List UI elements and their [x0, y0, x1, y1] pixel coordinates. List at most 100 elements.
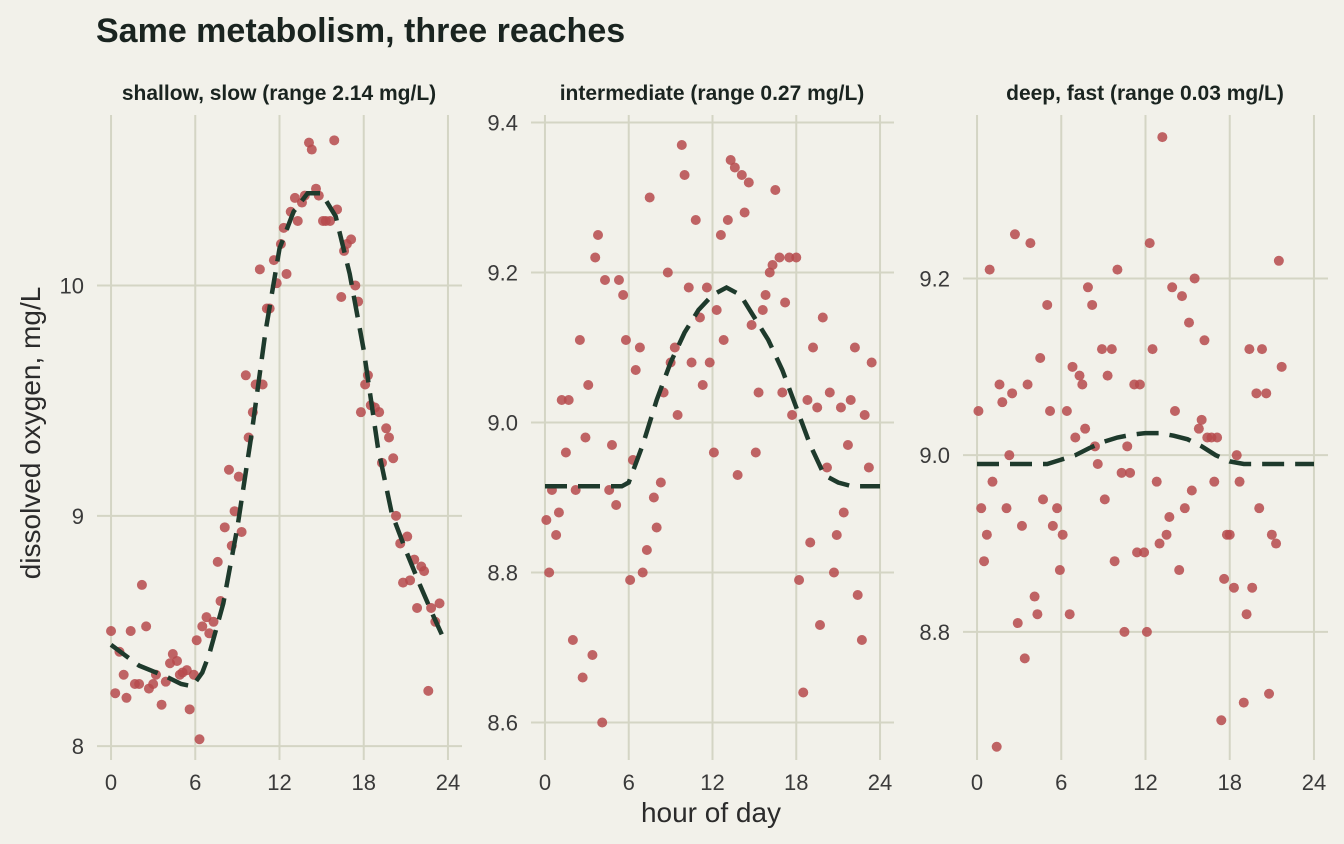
- data-point: [194, 734, 205, 745]
- data-point: [997, 397, 1008, 408]
- fitted-curve: [545, 284, 880, 489]
- data-point: [544, 567, 555, 578]
- data-point: [791, 252, 802, 263]
- data-point: [679, 170, 690, 180]
- data-point: [336, 291, 347, 302]
- data-point: [412, 602, 423, 613]
- data-point: [553, 507, 564, 518]
- data-point: [794, 575, 805, 585]
- x-axis-title: hour of day: [641, 797, 781, 828]
- data-point: [208, 616, 219, 627]
- data-point: [1032, 609, 1043, 620]
- x-tick-label: 24: [1302, 770, 1326, 795]
- data-point: [669, 342, 680, 353]
- data-point: [1132, 547, 1143, 558]
- x-tick-label: 24: [436, 770, 460, 795]
- data-point: [1212, 432, 1223, 443]
- data-point: [306, 144, 317, 155]
- x-tick-label: 6: [189, 770, 201, 795]
- data-point: [1080, 423, 1091, 434]
- data-point: [1254, 503, 1265, 514]
- data-point: [197, 621, 208, 632]
- data-point: [1257, 344, 1268, 355]
- fitted-curve: [977, 430, 1314, 467]
- data-point: [1196, 414, 1207, 425]
- y-tick-label: 10: [60, 273, 84, 298]
- data-point: [1134, 379, 1145, 390]
- x-tick-label: 6: [623, 770, 635, 795]
- data-point: [1184, 317, 1195, 328]
- chart-title: Same metabolism, three reaches: [96, 12, 625, 50]
- data-point: [736, 170, 747, 180]
- data-point: [637, 567, 648, 578]
- data-point: [784, 252, 795, 263]
- data-point: [1157, 132, 1168, 143]
- data-point: [136, 579, 147, 590]
- data-point: [204, 628, 215, 639]
- data-point: [690, 215, 701, 225]
- data-point: [987, 476, 998, 487]
- data-point: [1251, 388, 1262, 399]
- y-tick-label: 9.2: [919, 266, 950, 291]
- facet-title-shallow: shallow, slow (range 2.14 mg/L): [122, 82, 436, 105]
- data-point: [1007, 388, 1018, 399]
- data-point: [1109, 556, 1120, 567]
- data-point: [634, 342, 645, 353]
- facet-title-intermediate: intermediate (range 0.27 mg/L): [560, 82, 865, 105]
- data-point: [556, 395, 567, 405]
- data-point: [767, 260, 778, 270]
- data-point: [184, 704, 195, 715]
- y-tick-label: 8.8: [487, 561, 518, 586]
- data-point: [580, 432, 591, 443]
- data-point: [1264, 688, 1275, 699]
- x-tick-label: 12: [700, 770, 724, 795]
- data-point: [620, 335, 631, 345]
- data-point: [329, 135, 340, 146]
- data-point: [849, 342, 860, 353]
- data-point: [821, 462, 832, 473]
- data-point: [118, 669, 129, 680]
- data-point: [686, 357, 697, 368]
- x-tick-label: 0: [539, 770, 551, 795]
- data-point: [1147, 344, 1158, 355]
- data-point: [746, 320, 757, 330]
- data-point: [683, 282, 694, 293]
- data-point: [651, 522, 662, 533]
- data-point: [1047, 520, 1058, 531]
- data-point: [743, 177, 754, 188]
- data-point: [219, 522, 230, 533]
- data-point: [1244, 344, 1255, 355]
- data-point: [240, 370, 251, 381]
- data-point: [981, 529, 992, 540]
- data-point: [223, 464, 234, 475]
- data-point: [1261, 388, 1272, 399]
- data-point: [110, 688, 121, 699]
- data-point: [567, 635, 578, 645]
- facet-panel-deep: 0 6 12 18 24 8.8 9.0 9.2 deep, fast (range 0.03 …: [919, 82, 1328, 795]
- data-point: [1186, 485, 1197, 496]
- facet-panel-intermediate: 0 6 12 18 24 8.6 8.8 9.0 9.2 9.4 intermediate (ran…: [487, 82, 894, 795]
- data-point: [1139, 547, 1150, 558]
- x-tick-label: 24: [868, 770, 892, 795]
- data-point: [1141, 626, 1152, 637]
- data-point: [991, 741, 1002, 752]
- data-point: [1116, 467, 1127, 478]
- x-tick-label: 6: [1055, 770, 1067, 795]
- data-point: [577, 672, 588, 683]
- data-point: [191, 635, 202, 646]
- data-point: [229, 506, 240, 517]
- data-point: [835, 402, 846, 413]
- data-point: [1016, 520, 1027, 531]
- data-point: [1167, 282, 1178, 293]
- data-point: [711, 305, 722, 315]
- data-point: [780, 297, 791, 308]
- data-point: [815, 620, 826, 630]
- y-tick-label: 8: [72, 734, 84, 759]
- data-point: [1273, 255, 1284, 266]
- data-point: [802, 395, 813, 405]
- data-point: [1106, 344, 1117, 355]
- data-point: [973, 405, 984, 416]
- data-point: [563, 395, 574, 405]
- data-point: [1112, 264, 1123, 275]
- data-point: [1052, 503, 1063, 514]
